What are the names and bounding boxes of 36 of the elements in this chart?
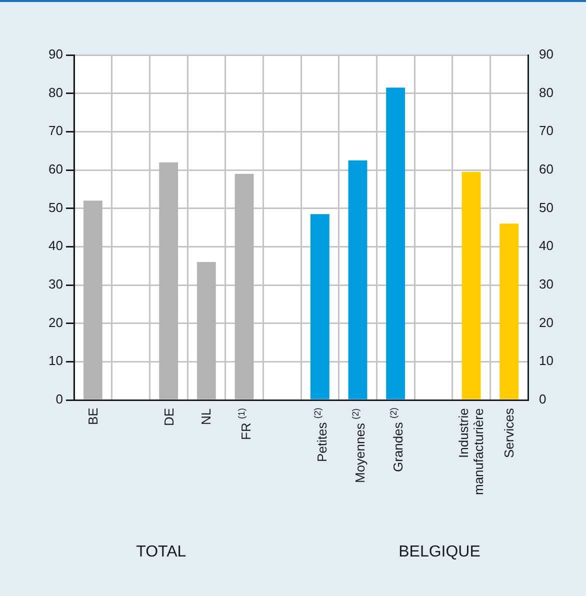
y-tick-label: 40	[48, 238, 63, 254]
text: BELGIQUE	[398, 543, 480, 560]
bar	[500, 224, 519, 400]
bar	[386, 88, 406, 400]
y2-tick-label: 70	[539, 123, 554, 138]
y-tick-label: 70	[48, 123, 63, 138]
x-tick-label: NL	[198, 408, 214, 427]
y2-tick-label: 80	[539, 84, 554, 100]
y2-tick-label: 50	[539, 200, 554, 215]
x-tick-label: BE	[85, 408, 100, 428]
bar	[348, 160, 368, 400]
bar	[196, 262, 216, 400]
bar	[310, 214, 330, 400]
y2-tick-label: 90	[539, 46, 554, 62]
y2-tick-label: 40	[539, 238, 554, 254]
y2-tick-label: 0	[539, 392, 546, 407]
y2-tick-label: 20	[539, 314, 554, 330]
y-tick-label: 50	[48, 200, 63, 215]
text: TOTAL	[136, 543, 186, 560]
bar	[83, 200, 102, 400]
y2-tick-label: 60	[539, 162, 554, 177]
bar	[159, 162, 178, 400]
y-tick-label: 10	[48, 353, 63, 368]
y2-tick-label: 30	[539, 276, 554, 292]
y-tick-label: 80	[48, 84, 63, 100]
y-tick-label: 0	[56, 392, 63, 407]
x-tick-label: DE	[161, 408, 176, 428]
bar	[234, 174, 254, 400]
y-tick-label: 60	[48, 162, 63, 177]
y-tick-label: 90	[48, 46, 63, 62]
y-tick-label: 20	[48, 314, 63, 330]
y2-tick-label: 10	[539, 353, 554, 368]
bar	[462, 172, 481, 400]
y-tick-label: 30	[48, 276, 63, 292]
x-tick-label: Services	[502, 408, 517, 460]
x-tick-label: Industrie manufacturière	[456, 408, 486, 497]
